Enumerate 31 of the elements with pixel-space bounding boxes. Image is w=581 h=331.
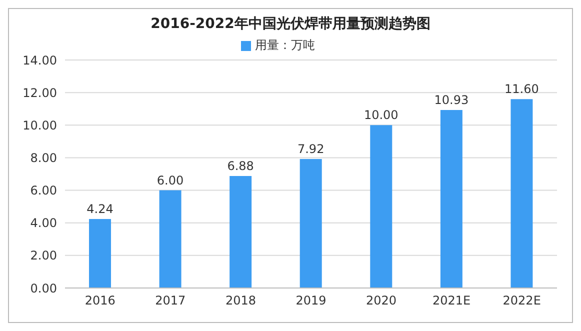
y-tick-label: 2.00 <box>30 248 57 263</box>
y-tick-label: 12.00 <box>22 86 57 100</box>
x-tick-label: 2019 <box>296 294 326 308</box>
x-tick-label: 2020 <box>366 294 397 308</box>
bar <box>89 218 111 288</box>
bar <box>370 125 392 288</box>
data-label: 10.93 <box>434 92 469 107</box>
legend-label: 用量：万吨 <box>255 38 315 52</box>
data-label: 6.88 <box>227 158 254 173</box>
data-label: 7.92 <box>298 142 324 156</box>
data-label: 6.00 <box>156 173 184 188</box>
x-tick-label: 2021E <box>432 294 471 308</box>
x-tick-label: 2016 <box>84 294 116 308</box>
data-label: 10.00 <box>364 108 398 122</box>
bar <box>300 159 322 288</box>
y-tick-label: 0.00 <box>30 281 57 296</box>
data-label: 4.24 <box>86 202 114 216</box>
x-tick-label: 2018 <box>225 294 256 308</box>
y-tick-label: 6.00 <box>30 184 57 198</box>
data-label: 11.60 <box>504 82 539 96</box>
x-tick-label: 2017 <box>155 294 186 308</box>
y-tick-label: 10.00 <box>22 118 57 132</box>
x-tick-label: 2022E <box>502 294 541 308</box>
y-tick-label: 8.00 <box>30 150 57 165</box>
chart-title: 2016-2022年中国光伏焊带用量预测趋势图 <box>150 15 432 33</box>
y-tick-label: 14.00 <box>22 53 57 68</box>
y-tick-label: 4.00 <box>30 216 57 230</box>
bar <box>159 190 182 288</box>
bar <box>230 176 252 288</box>
bar <box>510 99 533 288</box>
bar <box>440 110 462 288</box>
